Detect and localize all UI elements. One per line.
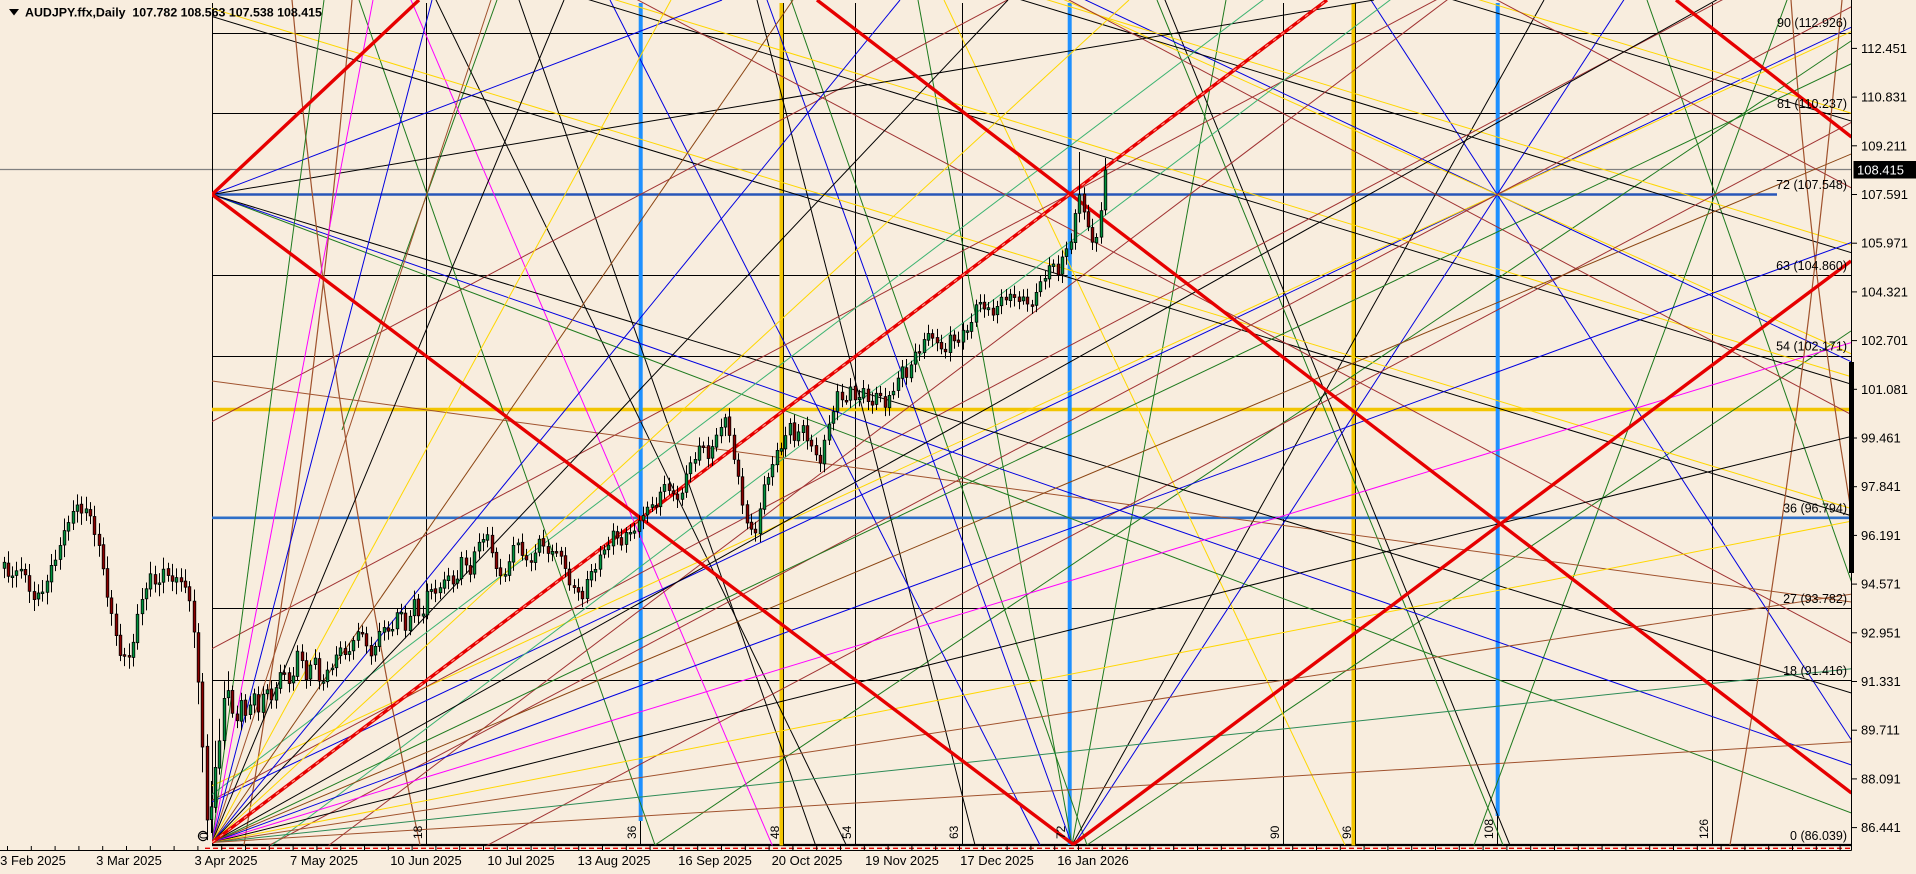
svg-text:89.711: 89.711 <box>1861 723 1900 738</box>
svg-text:91.331: 91.331 <box>1861 674 1901 689</box>
svg-text:86.441: 86.441 <box>1861 820 1901 835</box>
svg-text:108.415: 108.415 <box>1857 163 1904 178</box>
svg-text:97.841: 97.841 <box>1861 479 1901 494</box>
svg-text:90: 90 <box>1268 825 1282 839</box>
svg-text:101.081: 101.081 <box>1861 382 1908 397</box>
svg-text:3 Feb 2025: 3 Feb 2025 <box>0 853 66 868</box>
svg-text:72 (107.548): 72 (107.548) <box>1776 178 1847 192</box>
svg-text:3 Apr 2025: 3 Apr 2025 <box>195 853 258 868</box>
svg-text:109.211: 109.211 <box>1861 138 1907 153</box>
svg-text:13 Aug 2025: 13 Aug 2025 <box>577 853 650 868</box>
svg-text:63 (104.860): 63 (104.860) <box>1776 259 1847 273</box>
svg-text:90 (112.926): 90 (112.926) <box>1777 16 1847 30</box>
svg-text:54: 54 <box>840 825 854 839</box>
svg-text:126: 126 <box>1697 819 1711 839</box>
svg-text:104.321: 104.321 <box>1861 284 1908 299</box>
svg-text:54 (102.171): 54 (102.171) <box>1776 340 1847 354</box>
svg-text:72: 72 <box>1054 825 1068 839</box>
svg-text:36: 36 <box>625 825 639 839</box>
svg-text:17 Dec 2025: 17 Dec 2025 <box>960 853 1034 868</box>
svg-text:110.831: 110.831 <box>1861 90 1907 105</box>
svg-text:48: 48 <box>768 825 782 839</box>
svg-text:27 (93.782): 27 (93.782) <box>1783 592 1847 606</box>
svg-text:81 (110.237): 81 (110.237) <box>1777 97 1847 111</box>
svg-text:18 (91.416): 18 (91.416) <box>1783 664 1847 678</box>
svg-text:10 Jul 2025: 10 Jul 2025 <box>487 853 554 868</box>
svg-text:94.571: 94.571 <box>1861 577 1901 592</box>
svg-text:19 Nov 2025: 19 Nov 2025 <box>865 853 939 868</box>
svg-text:102.701: 102.701 <box>1861 333 1908 348</box>
svg-text:0: 0 <box>197 832 211 839</box>
svg-text:10 Jun 2025: 10 Jun 2025 <box>390 853 462 868</box>
svg-text:20 Oct 2025: 20 Oct 2025 <box>772 853 843 868</box>
svg-text:0 (86.039): 0 (86.039) <box>1790 829 1847 843</box>
svg-text:63: 63 <box>947 825 961 839</box>
svg-text:105.971: 105.971 <box>1861 236 1908 251</box>
svg-text:3 Mar 2025: 3 Mar 2025 <box>96 853 162 868</box>
svg-text:92.951: 92.951 <box>1861 625 1901 640</box>
svg-text:88.091: 88.091 <box>1861 771 1901 786</box>
svg-text:16 Sep 2025: 16 Sep 2025 <box>678 853 752 868</box>
svg-text:18: 18 <box>411 825 425 839</box>
svg-text:AUDJPY.ffx,Daily 107.782 108.: AUDJPY.ffx,Daily 107.782 108.563 107.538… <box>25 6 322 20</box>
svg-text:96.191: 96.191 <box>1861 528 1901 543</box>
svg-text:16 Jan 2026: 16 Jan 2026 <box>1057 853 1129 868</box>
svg-text:108: 108 <box>1482 819 1496 839</box>
svg-text:96: 96 <box>1340 825 1354 839</box>
svg-text:107.591: 107.591 <box>1861 187 1908 202</box>
svg-text:99.461: 99.461 <box>1861 431 1901 446</box>
svg-text:112.451: 112.451 <box>1861 41 1907 56</box>
svg-text:36 (96.794): 36 (96.794) <box>1783 502 1847 516</box>
svg-text:7 May 2025: 7 May 2025 <box>290 853 358 868</box>
